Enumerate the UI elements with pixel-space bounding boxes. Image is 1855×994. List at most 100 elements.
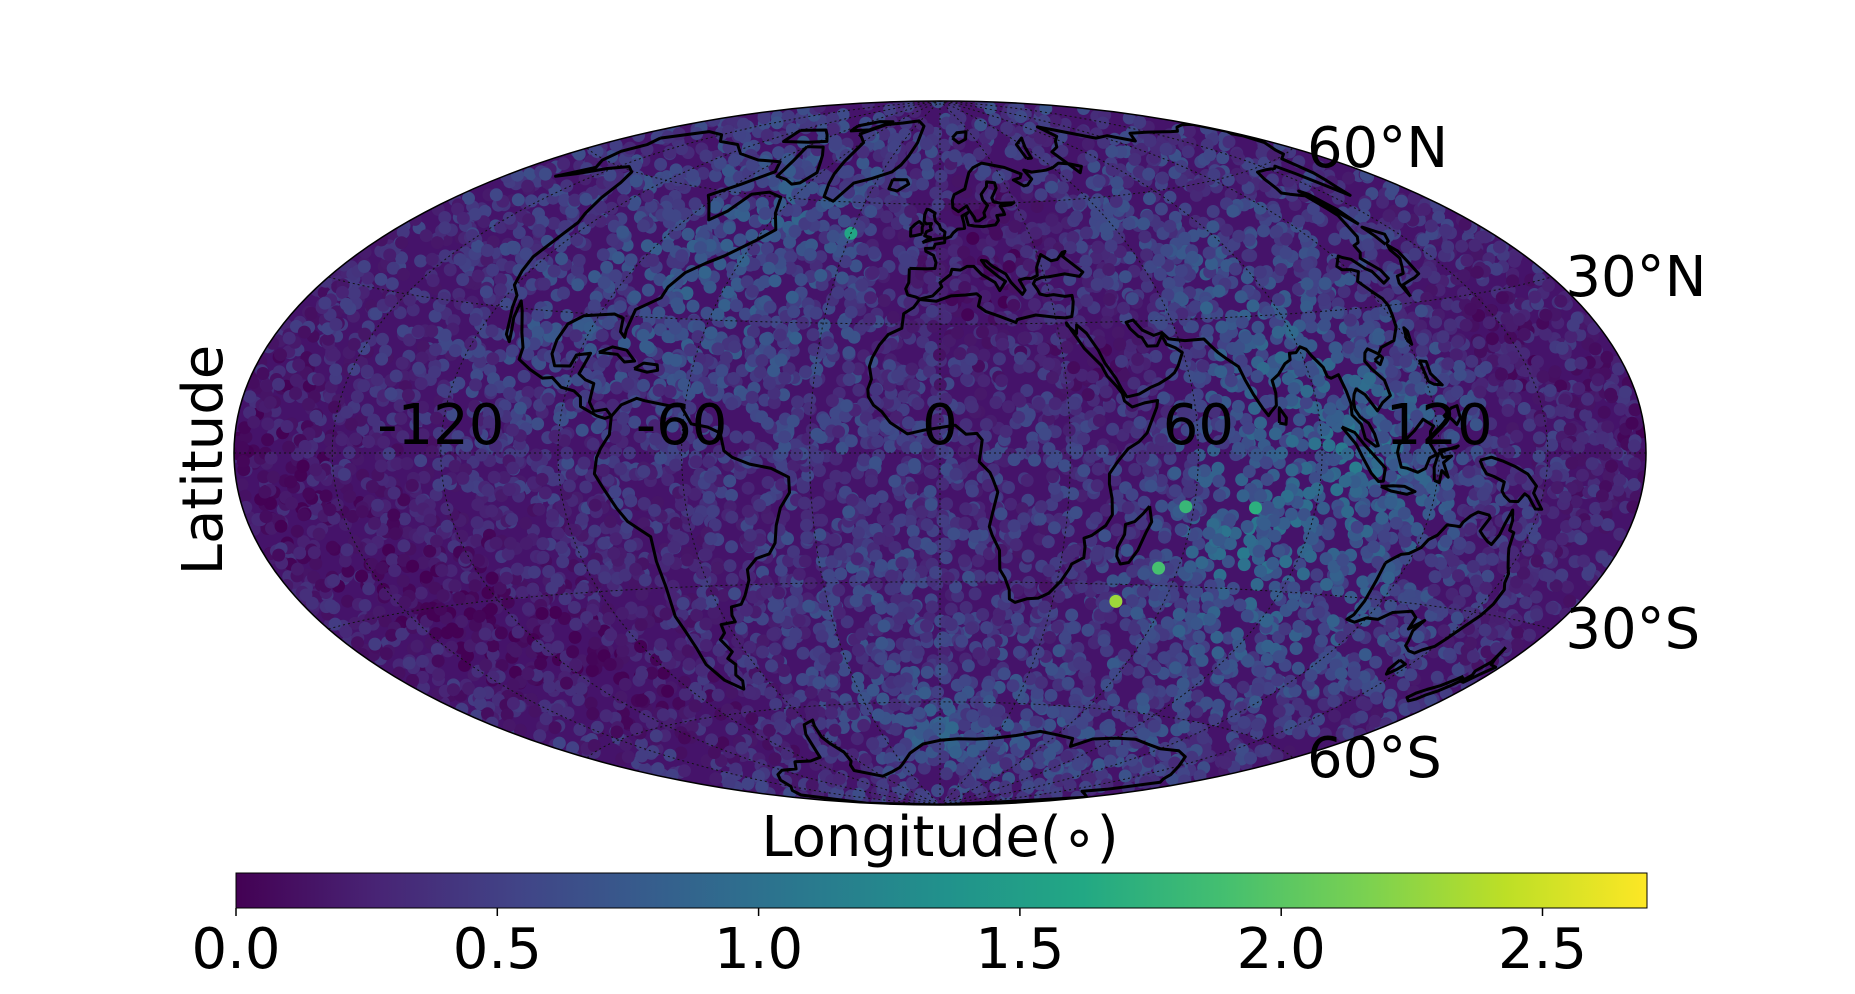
data-point bbox=[1574, 532, 1588, 546]
data-point bbox=[869, 577, 883, 591]
data-point bbox=[1142, 675, 1156, 689]
data-point bbox=[351, 636, 364, 650]
data-point bbox=[931, 784, 945, 798]
data-point bbox=[1089, 703, 1102, 717]
data-point bbox=[949, 364, 963, 378]
data-point bbox=[1165, 684, 1179, 698]
data-point bbox=[309, 557, 323, 571]
data-point bbox=[525, 194, 539, 208]
data-point bbox=[555, 540, 568, 554]
data-point bbox=[1182, 124, 1196, 138]
data-point bbox=[703, 280, 717, 294]
data-point bbox=[319, 489, 333, 503]
data-point bbox=[1484, 304, 1498, 317]
data-point bbox=[587, 299, 601, 313]
data-point bbox=[585, 664, 599, 678]
data-point bbox=[263, 396, 277, 409]
data-point bbox=[443, 263, 457, 277]
data-point bbox=[842, 346, 856, 360]
data-point bbox=[486, 639, 500, 653]
data-point bbox=[1222, 135, 1236, 149]
data-point bbox=[414, 377, 428, 391]
data-point bbox=[1020, 474, 1034, 487]
data-point bbox=[752, 671, 765, 685]
data-point bbox=[1322, 439, 1336, 452]
data-point bbox=[1481, 569, 1495, 583]
data-point bbox=[385, 277, 399, 291]
data-point bbox=[729, 430, 743, 444]
data-point bbox=[605, 201, 619, 215]
data-point bbox=[812, 496, 826, 510]
data-point bbox=[992, 352, 1006, 366]
data-point bbox=[560, 309, 574, 322]
data-point bbox=[1106, 422, 1120, 436]
data-point bbox=[1066, 487, 1080, 501]
data-point bbox=[728, 587, 742, 601]
data-point bbox=[725, 112, 739, 126]
data-point bbox=[995, 374, 1009, 388]
data-point bbox=[1465, 354, 1479, 368]
data-point bbox=[1154, 202, 1168, 216]
data-point bbox=[1312, 712, 1325, 726]
data-point bbox=[579, 480, 593, 494]
data-point bbox=[1415, 344, 1429, 358]
data-point bbox=[651, 762, 665, 776]
data-point bbox=[1259, 743, 1273, 757]
data-point bbox=[850, 732, 864, 746]
data-point bbox=[654, 157, 668, 171]
data-point bbox=[388, 527, 402, 541]
data-point bbox=[392, 666, 406, 680]
data-point bbox=[674, 746, 688, 760]
data-point bbox=[842, 373, 856, 387]
data-point bbox=[1195, 556, 1209, 570]
data-point bbox=[494, 220, 508, 234]
data-point bbox=[812, 676, 826, 690]
data-point bbox=[1289, 642, 1303, 655]
data-point bbox=[1446, 554, 1460, 568]
data-point bbox=[572, 253, 586, 267]
data-point bbox=[604, 515, 617, 528]
data-point bbox=[308, 353, 322, 367]
data-point bbox=[1266, 556, 1280, 570]
data-point bbox=[977, 374, 991, 388]
data-point bbox=[588, 524, 602, 538]
data-point bbox=[966, 231, 980, 245]
data-point bbox=[357, 379, 371, 393]
data-point bbox=[1613, 402, 1627, 416]
data-point bbox=[1553, 419, 1567, 433]
data-point bbox=[1060, 169, 1073, 183]
data-point bbox=[1239, 330, 1253, 344]
data-point bbox=[365, 480, 379, 493]
data-point bbox=[344, 417, 358, 431]
data-point bbox=[1120, 543, 1134, 557]
data-point bbox=[547, 216, 561, 230]
data-point bbox=[1228, 262, 1242, 276]
data-point bbox=[1149, 349, 1163, 363]
data-point bbox=[1455, 239, 1469, 253]
data-point bbox=[1310, 582, 1324, 596]
data-point bbox=[940, 497, 954, 511]
data-point bbox=[876, 692, 890, 706]
data-point bbox=[796, 646, 810, 660]
data-point bbox=[954, 762, 968, 776]
data-point bbox=[1597, 405, 1611, 419]
data-point bbox=[690, 608, 704, 622]
data-point bbox=[652, 306, 666, 320]
data-point bbox=[1092, 758, 1106, 772]
data-point bbox=[1506, 274, 1520, 288]
data-point bbox=[414, 254, 428, 268]
data-point bbox=[1052, 644, 1066, 658]
data-point bbox=[1459, 318, 1473, 332]
data-point bbox=[503, 536, 517, 550]
data-point bbox=[1328, 709, 1342, 723]
data-point bbox=[531, 417, 545, 431]
data-point bbox=[721, 285, 735, 299]
data-point bbox=[1249, 695, 1263, 709]
data-point bbox=[686, 299, 700, 313]
data-point bbox=[868, 456, 882, 470]
data-point bbox=[349, 432, 363, 446]
data-point bbox=[682, 657, 696, 671]
data-point bbox=[1579, 408, 1593, 422]
data-point bbox=[1601, 420, 1615, 434]
data-point bbox=[723, 559, 737, 573]
